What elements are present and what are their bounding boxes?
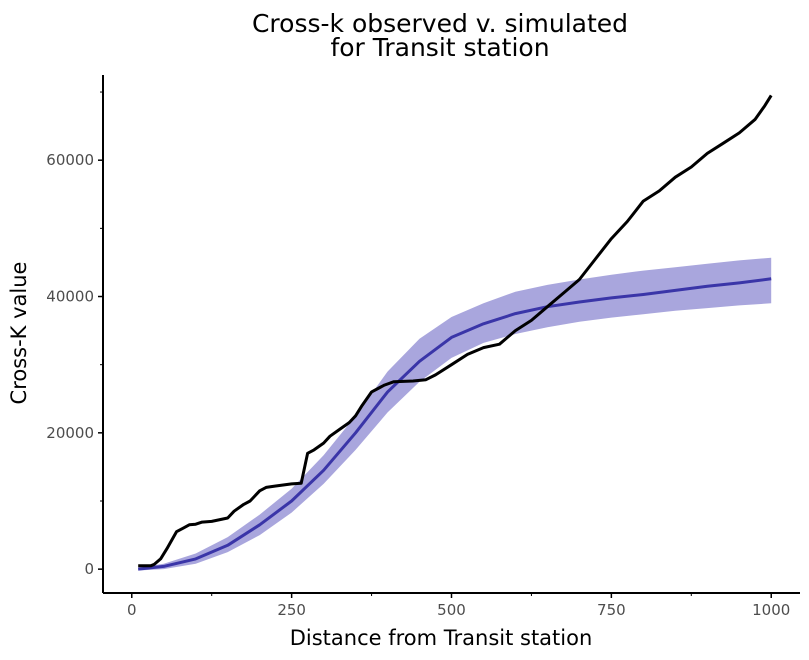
x-axis-label: Distance from Transit station <box>290 626 593 650</box>
x-tick-label: 500 <box>437 601 466 619</box>
y-axis-label: Cross-K value <box>7 262 31 405</box>
y-tick-label: 40000 <box>46 288 94 306</box>
x-tick-label: 750 <box>597 601 626 619</box>
x-axis-ticks: 0 250 500 750 1000 <box>127 593 790 619</box>
y-tick-label: 60000 <box>46 151 94 169</box>
y-tick-label: 0 <box>84 560 94 578</box>
y-tick-label: 20000 <box>46 424 94 442</box>
plot-area <box>138 94 773 571</box>
chart-title: Cross-k observed v. simulated for Transi… <box>252 9 628 62</box>
x-tick-label: 0 <box>127 601 137 619</box>
chart-title-line-1: Cross-k observed v. simulated <box>252 9 628 38</box>
chart-title-line-2: for Transit station <box>330 33 549 62</box>
x-tick-label: 250 <box>277 601 306 619</box>
x-tick-label: 1000 <box>752 601 790 619</box>
simulation-envelope-band <box>138 257 772 571</box>
simulated-mean-line <box>138 277 772 571</box>
observed-line <box>138 94 773 568</box>
y-axis-ticks: 0 20000 40000 60000 <box>46 91 103 578</box>
